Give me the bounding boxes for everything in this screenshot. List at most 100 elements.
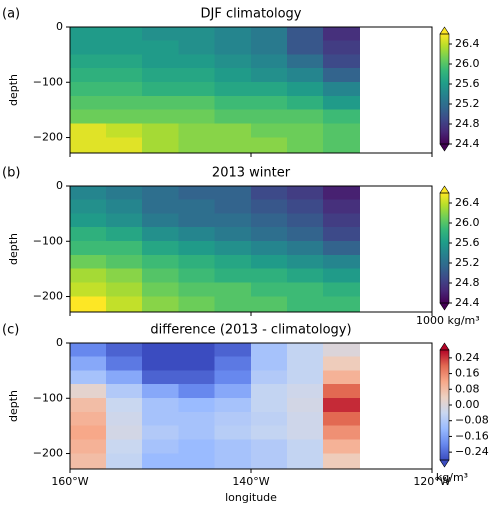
colorbar-tick-label: 25.2 [455, 256, 480, 269]
panel-title: difference (2013 - climatology) [150, 323, 351, 338]
heatmap-cell [250, 439, 288, 454]
heatmap-cell [105, 356, 143, 371]
heatmap-cell [69, 268, 107, 283]
heatmap-cell [214, 439, 252, 454]
colorbar-tick-label: −0.24 [455, 445, 489, 458]
heatmap-cell [214, 185, 252, 201]
colorbar-extend-top [439, 26, 450, 35]
heatmap-cell [250, 199, 288, 214]
heatmap-cell [250, 109, 288, 124]
y-axis-label: depth [7, 74, 20, 106]
heatmap-cell [105, 282, 143, 297]
heatmap-cell [214, 425, 252, 440]
heatmap-cell [69, 439, 107, 454]
heatmap-cell [323, 439, 360, 454]
heatmap-cell [142, 370, 179, 385]
heatmap-cell [214, 213, 252, 228]
y-tick-label: −200 [33, 447, 63, 460]
heatmap-cell [178, 356, 216, 371]
y-tick-label: −100 [33, 391, 63, 404]
heatmap-cell [214, 123, 252, 138]
heatmap-cell [323, 384, 360, 399]
colorbar-tick-label: 25.6 [455, 77, 480, 90]
heatmap-cell [178, 411, 216, 427]
colorbar [440, 193, 449, 303]
heatmap-cell [323, 342, 360, 358]
heatmap-cell [142, 342, 179, 358]
heatmap-cell [69, 356, 107, 371]
heatmap-cell [214, 26, 252, 42]
heatmap-cell [105, 370, 143, 385]
heatmap-cell [178, 241, 216, 256]
heatmap-cell [69, 109, 107, 124]
heatmap-cell [214, 227, 252, 242]
heatmap-cell [323, 137, 360, 154]
heatmap-cell [178, 384, 216, 399]
heatmap-cell [69, 370, 107, 385]
heatmap-cell [142, 356, 179, 371]
heatmap-cell [69, 199, 107, 214]
heatmap-cell [214, 241, 252, 256]
heatmap-cell [323, 254, 360, 270]
x-axis-label: longitude [225, 491, 277, 504]
y-tick-label: −100 [33, 75, 63, 88]
heatmap-cell [250, 411, 288, 427]
heatmap-cell [178, 109, 216, 124]
heatmap-cell [323, 123, 360, 138]
heatmap-cell [178, 398, 216, 413]
heatmap-cell [105, 54, 143, 69]
heatmap-cell [178, 137, 216, 154]
heatmap-cell [69, 68, 107, 83]
heatmap-cell [105, 411, 143, 427]
heatmap-cell [105, 95, 143, 111]
heatmap-cell [214, 137, 252, 154]
heatmap-cell [214, 54, 252, 69]
heatmap-cell [178, 439, 216, 454]
heatmap-cell [105, 26, 143, 42]
heatmap-cell [69, 254, 107, 270]
heatmap-cell [69, 26, 107, 42]
heatmap-cell [250, 254, 288, 270]
heatmap-cell [214, 370, 252, 385]
colorbar-tick-label: 26.0 [455, 216, 480, 229]
heatmap-cell [323, 241, 360, 256]
heatmap-cell [286, 411, 324, 427]
heatmap-cell [178, 123, 216, 138]
heatmap-cell [286, 356, 324, 371]
heatmap-cell [286, 439, 324, 454]
colorbar [440, 350, 449, 460]
heatmap-cell [250, 54, 288, 69]
heatmap-cell [178, 282, 216, 297]
heatmap-cell [178, 342, 216, 358]
heatmap-cell [323, 95, 360, 111]
y-axis-label: depth [7, 233, 20, 265]
heatmap-cell [214, 282, 252, 297]
heatmap-cell [69, 342, 107, 358]
heatmap-cell [323, 453, 360, 470]
colorbar-extend-top [439, 185, 450, 194]
heatmap-cell [286, 398, 324, 413]
heatmap-cell [250, 384, 288, 399]
colorbar-label: 1000 kg/m³ [416, 314, 480, 327]
heatmap-cell [250, 227, 288, 242]
heatmap-cell [105, 40, 143, 55]
heatmap-cell [286, 199, 324, 214]
y-tick-label: −200 [33, 131, 63, 144]
heatmap-cell [250, 370, 288, 385]
heatmap-cell [69, 453, 107, 470]
heatmap-cell [323, 185, 360, 201]
heatmap-cell [323, 425, 360, 440]
heatmap-cell [178, 227, 216, 242]
colorbar-tick-label: 25.6 [455, 236, 480, 249]
colorbar-tick-label: 0.08 [455, 382, 480, 395]
heatmap-cell [105, 199, 143, 214]
heatmap [69, 185, 360, 313]
y-tick-label: 0 [56, 336, 63, 349]
heatmap-cell [105, 398, 143, 413]
heatmap-cell [142, 282, 179, 297]
heatmap-cell [142, 453, 179, 470]
heatmap-cell [286, 296, 324, 313]
heatmap [69, 26, 360, 154]
colorbar-tick-label: 24.4 [455, 137, 480, 150]
